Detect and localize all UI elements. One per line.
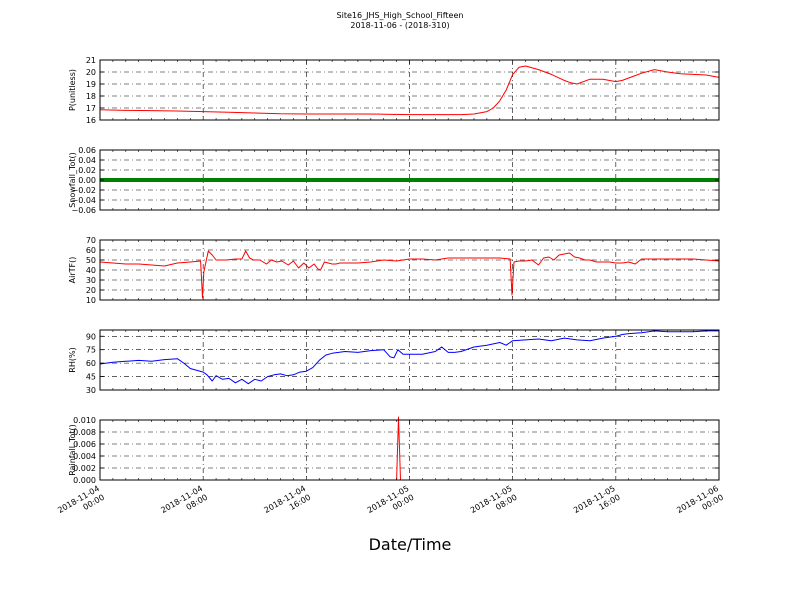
x-tick-label: 2018-11-0516:00: [572, 484, 622, 524]
y-tick-label: 90: [86, 332, 96, 341]
y-tick-label: 17: [86, 104, 96, 113]
y-tick-label: 40: [86, 266, 96, 275]
y-tick-label: 30: [86, 386, 96, 395]
x-tick-label: 2018-11-0408:00: [159, 484, 209, 524]
y-axis-label: Rainfall_Tot(): [68, 424, 77, 476]
y-tick-label: 21: [86, 56, 96, 65]
series-line: [99, 65, 720, 116]
chart-subtitle: 2018-11-06 - (2018-310): [350, 21, 449, 30]
x-tick-label: 2018-11-0400:00: [56, 484, 106, 524]
y-tick-label: 75: [86, 346, 96, 355]
y-tick-label: 0.02: [78, 166, 96, 175]
y-tick-label: 10: [86, 296, 96, 305]
y-tick-label: −0.04: [71, 196, 96, 205]
panel-2: −0.06−0.04−0.020.000.020.040.06Snowfall_…: [68, 146, 720, 215]
y-tick-label: 20: [86, 286, 96, 295]
x-tick-labels: 2018-11-0400:00 2018-11-0408:00 2018-11-04…: [56, 484, 725, 524]
chart-title: Site16_JHS_High_School_Fifteen: [337, 11, 464, 20]
x-tick-label: 2018-11-0500:00: [366, 484, 416, 524]
y-tick-label: 0.008: [73, 428, 96, 437]
subplot-panels: 161718192021P(unitless)−0.06−0.04−0.020.…: [68, 56, 720, 485]
y-axis-label: RH(%): [68, 347, 77, 372]
x-tick-label: 2018-11-0508:00: [469, 484, 519, 524]
y-tick-label: 0.000: [73, 476, 96, 485]
y-tick-label: −0.02: [71, 186, 96, 195]
y-tick-label: 19: [86, 80, 96, 89]
series-line: [99, 250, 720, 299]
y-tick-label: 16: [86, 116, 96, 125]
y-tick-label: 45: [86, 373, 96, 382]
y-tick-label: 0.00: [78, 176, 96, 185]
panel-1: 16 17 18 19 20 21 P(unitless): [68, 56, 720, 125]
y-tick-label: 60: [86, 359, 96, 368]
y-tick-label: 20: [86, 68, 96, 77]
y-tick-label: 0.04: [78, 156, 96, 165]
x-axis-label: Date/Time: [369, 535, 452, 554]
x-tick-label: 2018-11-0416:00: [263, 484, 313, 524]
panel-5: 0.000 0.002 0.004 0.006 0.008 0.010Rainfall_T…: [68, 416, 720, 485]
y-tick-label: −0.06: [71, 206, 96, 215]
y-tick-label: 0.004: [73, 452, 96, 461]
y-tick-label: 30: [86, 276, 96, 285]
y-tick-label: 0.002: [73, 464, 96, 473]
y-tick-label: 0.06: [78, 146, 96, 155]
y-axis-label: P(unitless): [68, 69, 77, 111]
x-tick-label: 2018-11-0600:00: [675, 484, 725, 524]
y-tick-label: 60: [86, 246, 96, 255]
panel-4: 30 45 60 75 90 RH(%): [68, 329, 720, 395]
y-axis-label: AirTF(): [68, 257, 77, 284]
y-axis-label: Snowfall_Tot(): [68, 152, 77, 208]
y-tick-label: 18: [86, 92, 96, 101]
series-line: [99, 330, 719, 385]
y-tick-label: 50: [86, 256, 96, 265]
y-tick-label: 70: [86, 236, 96, 245]
y-tick-label: 0.010: [73, 416, 96, 425]
y-tick-label: 0.006: [73, 440, 96, 449]
